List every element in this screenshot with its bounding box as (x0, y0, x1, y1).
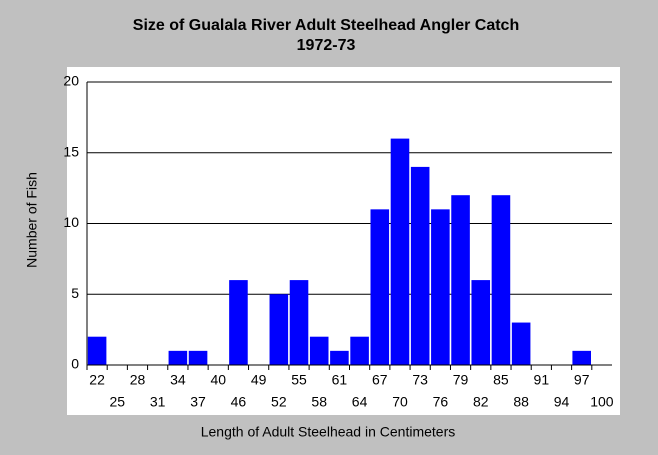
x-tick-label: 37 (190, 394, 206, 410)
x-tick-label: 28 (130, 372, 146, 388)
bar (289, 280, 309, 365)
bar (188, 350, 208, 365)
bar (168, 350, 188, 365)
bar (471, 280, 491, 365)
x-tick-label: 31 (150, 394, 166, 410)
x-tick-label: 79 (453, 372, 469, 388)
y-tick-label: 15 (63, 143, 79, 159)
bar (572, 350, 591, 365)
x-tick-label: 82 (473, 394, 489, 410)
x-tick-label: 76 (433, 394, 449, 410)
y-tick-label: 20 (63, 73, 79, 89)
x-tick-label: 58 (311, 394, 327, 410)
x-tick-label: 94 (554, 394, 570, 410)
chart-subtitle: 1972-73 (297, 37, 356, 54)
x-tick-label: 97 (574, 372, 590, 388)
x-tick-label: 49 (251, 372, 267, 388)
bar (370, 209, 390, 365)
x-tick-label: 85 (493, 372, 509, 388)
bar (350, 336, 369, 365)
y-tick-label: 5 (71, 285, 79, 301)
bar (269, 294, 289, 365)
x-tick-label: 100 (590, 394, 614, 410)
bar (229, 280, 248, 365)
bar (410, 166, 430, 365)
bar (309, 336, 329, 365)
bar (451, 195, 470, 365)
bar (431, 209, 450, 365)
chart-title: Size of Gualala River Adult Steelhead An… (133, 17, 519, 34)
bar (491, 195, 511, 365)
x-tick-label: 64 (352, 394, 368, 410)
y-axis-label: Number of Fish (24, 172, 40, 268)
x-tick-label: 22 (89, 372, 105, 388)
bar (511, 322, 531, 365)
bar (330, 350, 349, 365)
x-tick-label: 52 (271, 394, 287, 410)
bar (390, 138, 410, 365)
x-tick-label: 25 (109, 394, 125, 410)
bar (87, 336, 107, 365)
x-tick-label: 88 (513, 394, 529, 410)
x-tick-label: 73 (412, 372, 428, 388)
x-tick-label: 55 (291, 372, 307, 388)
x-tick-label: 91 (534, 372, 550, 388)
x-tick-label: 61 (332, 372, 348, 388)
x-tick-label: 46 (231, 394, 247, 410)
x-tick-label: 67 (372, 372, 388, 388)
x-axis-label: Length of Adult Steelhead in Centimeters (201, 424, 456, 440)
y-tick-label: 0 (71, 356, 79, 372)
x-tick-label: 34 (170, 372, 186, 388)
x-tick-label: 40 (210, 372, 226, 388)
y-tick-label: 10 (63, 214, 79, 230)
x-tick-label: 70 (392, 394, 408, 410)
